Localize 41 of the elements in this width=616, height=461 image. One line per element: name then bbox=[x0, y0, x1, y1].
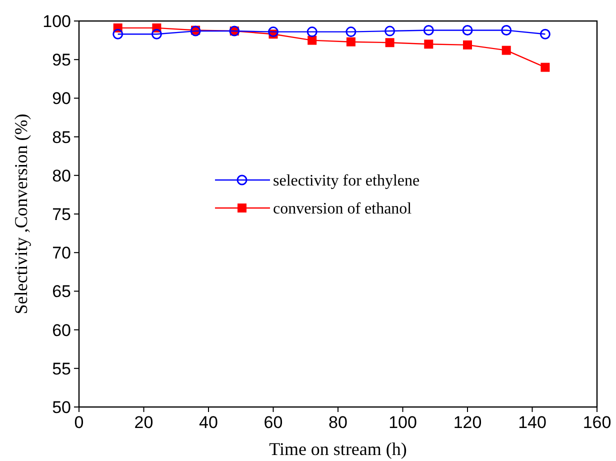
point bbox=[423, 25, 434, 36]
point bbox=[502, 46, 511, 55]
x-tick-label: 80 bbox=[328, 413, 348, 432]
point bbox=[346, 37, 356, 46]
point bbox=[463, 40, 472, 50]
point bbox=[424, 40, 434, 49]
point bbox=[151, 28, 162, 40]
point bbox=[462, 25, 473, 36]
y-tick-label: 75 bbox=[52, 204, 71, 224]
point bbox=[540, 28, 550, 40]
y-axis-title: Selectivity ,Conversion (%) bbox=[11, 114, 31, 314]
x-tick-label: 40 bbox=[199, 413, 218, 432]
x-axis-title: Time on stream (h) bbox=[269, 439, 407, 459]
point bbox=[540, 62, 550, 72]
y-tick-label: 80 bbox=[52, 166, 71, 186]
y-tick-label: 90 bbox=[52, 89, 71, 108]
point bbox=[385, 38, 394, 48]
point bbox=[384, 26, 396, 36]
y-tick-label: 100 bbox=[42, 12, 71, 31]
y-tick-label: 95 bbox=[52, 50, 71, 70]
x-tick-label: 0 bbox=[74, 413, 84, 432]
y-tick-label: 65 bbox=[52, 282, 71, 302]
point bbox=[268, 26, 278, 38]
x-tick-label: 120 bbox=[453, 413, 482, 432]
point bbox=[501, 25, 512, 36]
x-tick-label: 60 bbox=[264, 413, 283, 432]
x-tick-label: 160 bbox=[582, 413, 612, 432]
y-tick-label: 55 bbox=[52, 359, 71, 378]
legend-label: selectivity for ethylene bbox=[273, 172, 420, 190]
x-tick-label: 140 bbox=[518, 413, 546, 432]
x-tick-label: 20 bbox=[134, 413, 154, 432]
x-tick-label: 100 bbox=[388, 413, 417, 432]
y-tick-label: 60 bbox=[52, 320, 71, 340]
point bbox=[346, 26, 356, 38]
point bbox=[306, 26, 318, 38]
point bbox=[112, 28, 124, 40]
point bbox=[308, 36, 317, 45]
y-tick-label: 70 bbox=[52, 244, 71, 263]
y-tick-label: 85 bbox=[52, 128, 71, 147]
legend-label: conversion of ethanol bbox=[273, 200, 412, 218]
y-tick-label: 50 bbox=[52, 398, 71, 417]
